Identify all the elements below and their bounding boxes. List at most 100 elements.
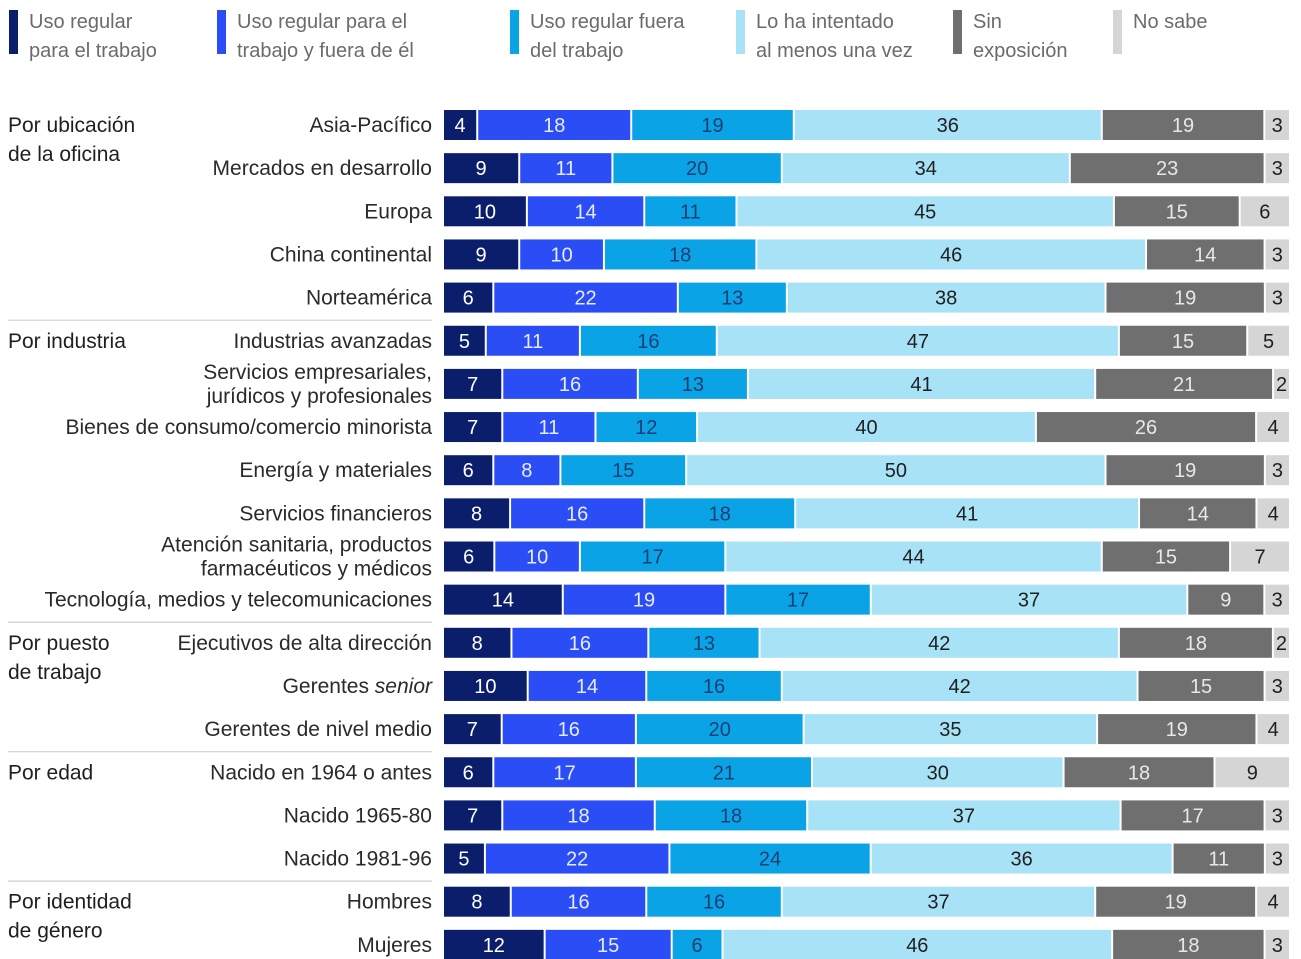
segment-value-label: 12 [635,417,657,439]
bar-segment [670,843,870,874]
segment-value-label: 8 [472,633,483,655]
segment-value-label: 16 [566,503,588,525]
bar-segment [444,584,562,615]
segment-value-label: 8 [471,892,482,914]
bar-segment [444,800,502,831]
segment-value-label: 3 [1272,849,1283,871]
segment-value-label: 10 [526,547,548,569]
legend-label: Uso regular fuera del trabajo [530,11,685,62]
legend-swatch [9,10,18,54]
bar-segment [1102,541,1230,572]
segment-value-label: 44 [902,547,924,569]
bar-segment [649,627,759,658]
segment-value-label: 3 [1272,288,1283,310]
bar-segment [1231,541,1289,572]
segment-value-label: 5 [459,331,470,353]
bar-segment [444,196,526,227]
segment-value-label: 10 [474,676,496,698]
legend-swatch [953,10,962,54]
group-label: Por identidad de género [8,891,132,943]
segment-value-label: 20 [709,719,731,741]
segment-value-label: 11 [555,158,576,180]
segment-value-label: 30 [927,762,949,784]
segment-value-label: 3 [1272,590,1283,612]
bar-segment [1257,498,1289,529]
bar-segment [1248,325,1289,356]
bar-segment [495,541,579,572]
segment-value-label: 21 [713,762,735,784]
segment-value-label: 15 [1155,547,1177,569]
group-label: Por ubicación de la oficina [8,114,135,166]
segment-value-label: 19 [1174,288,1196,310]
group-label: Por puesto de trabajo [8,632,110,684]
row-label: Energía y materiales [239,459,432,482]
segment-value-label: 18 [543,115,565,137]
segment-value-label: 50 [885,460,907,482]
bar-segment [512,627,648,658]
bar-segment [638,368,747,399]
bar-segment [444,239,519,270]
segment-value-label: 7 [1254,547,1265,569]
segment-value-label: 16 [558,719,580,741]
row-label: Nacido 1981-96 [284,848,432,871]
bar-segment [604,239,756,270]
bar-segment [1257,714,1289,745]
row-label: Servicios empresariales, jurídicos y prof… [203,361,432,408]
legend-swatch [736,10,745,54]
bar-segment [511,886,646,917]
segment-value-label: 47 [907,331,929,353]
segment-value-label: 13 [721,288,743,310]
bar-segment [726,584,870,615]
legend-label: Lo ha intentado al menos una vez [756,11,913,62]
bar-segment [1102,110,1264,140]
bar-segment [796,498,1139,529]
bar-segment [1273,627,1289,658]
segment-value-label: 7 [467,417,478,439]
bar-segment [782,670,1137,701]
bar-segment [1265,670,1289,701]
segment-value-label: 3 [1272,676,1283,698]
segment-value-label: 21 [1173,374,1195,396]
segment-value-label: 5 [458,849,469,871]
bar-segment [782,886,1095,917]
chart-legend: Uso regular para el trabajo Uso regular … [0,0,1301,70]
bar-segment [503,800,654,831]
bar-segment [444,757,493,788]
bar-segment [717,325,1118,356]
segment-value-label: 16 [567,892,589,914]
row-label: Ejecutivos de alta dirección [178,632,432,655]
bar-segment [1265,110,1289,140]
segment-value-label: 11 [538,417,559,439]
bar-segment [687,455,1105,486]
legend-label: Uso regular para el trabajo y fuera de é… [237,11,414,62]
bar-segment [1121,800,1264,831]
bar-segment [520,153,612,184]
segment-value-label: 4 [1267,417,1278,439]
segment-value-label: 23 [1156,158,1178,180]
bar-segment [645,498,795,529]
segment-value-label: 11 [680,201,701,223]
bar-segment [1140,498,1256,529]
segment-value-label: 15 [612,460,634,482]
segment-value-label: 42 [949,676,971,698]
bar-segment [1064,757,1214,788]
segment-value-label: 14 [1187,503,1209,525]
bar-segment [1265,153,1289,184]
bar-segment [636,757,811,788]
segment-value-label: 4 [1268,503,1279,525]
bar-segment [1265,929,1289,959]
segment-value-label: 11 [522,331,543,353]
segment-value-label: 36 [1011,849,1033,871]
bar-segment [596,412,697,443]
legend-item-outside-work-use: Uso regular fuera del trabajo [510,8,685,66]
segment-value-label: 9 [476,244,487,266]
segment-value-label: 22 [574,288,596,310]
bar-segment [485,843,669,874]
segment-value-label: 17 [1181,805,1203,827]
segment-value-label: 19 [1172,115,1194,137]
segment-value-label: 36 [937,115,959,137]
segment-value-label: 8 [521,460,532,482]
legend-swatch [1113,10,1122,54]
segment-value-label: 40 [855,417,877,439]
row-label: Gerentes de nivel medio [204,718,432,741]
